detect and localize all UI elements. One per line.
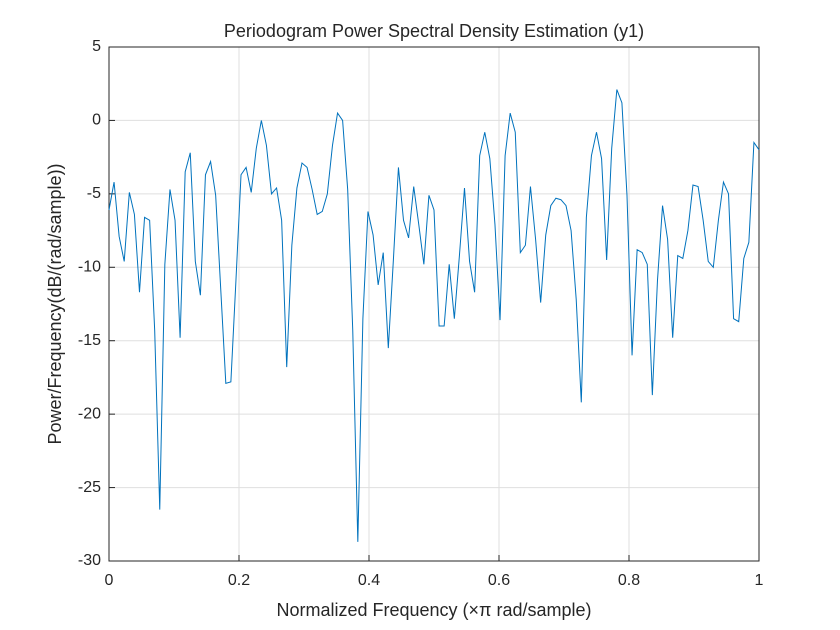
x-tick-label: 0.2	[228, 572, 250, 589]
y-tick-label: 5	[92, 38, 101, 55]
x-tick-label: 0.4	[358, 572, 380, 589]
y-tick-label: 0	[92, 112, 101, 129]
y-tick-label: -5	[87, 185, 101, 202]
data-line	[108, 89, 760, 542]
x-tick-label: 0.8	[618, 572, 640, 589]
x-tick-label: 0.6	[488, 572, 510, 589]
y-tick-label: -30	[78, 552, 101, 569]
x-tick-label: 1	[755, 572, 764, 589]
chart-title: Periodogram Power Spectral Density Estim…	[224, 21, 644, 41]
y-axis-label: Power/Frequency(dB/(rad/sample))	[45, 163, 65, 444]
plot-frame	[108, 46, 760, 562]
y-tick-label: -25	[78, 479, 101, 496]
x-tick-label: 0	[105, 572, 114, 589]
y-tick-label: -10	[78, 259, 101, 276]
x-axis-label: Normalized Frequency (×π rad/sample)	[276, 600, 591, 620]
y-tick-label: -15	[78, 332, 101, 349]
y-tick-label: -20	[78, 405, 101, 422]
